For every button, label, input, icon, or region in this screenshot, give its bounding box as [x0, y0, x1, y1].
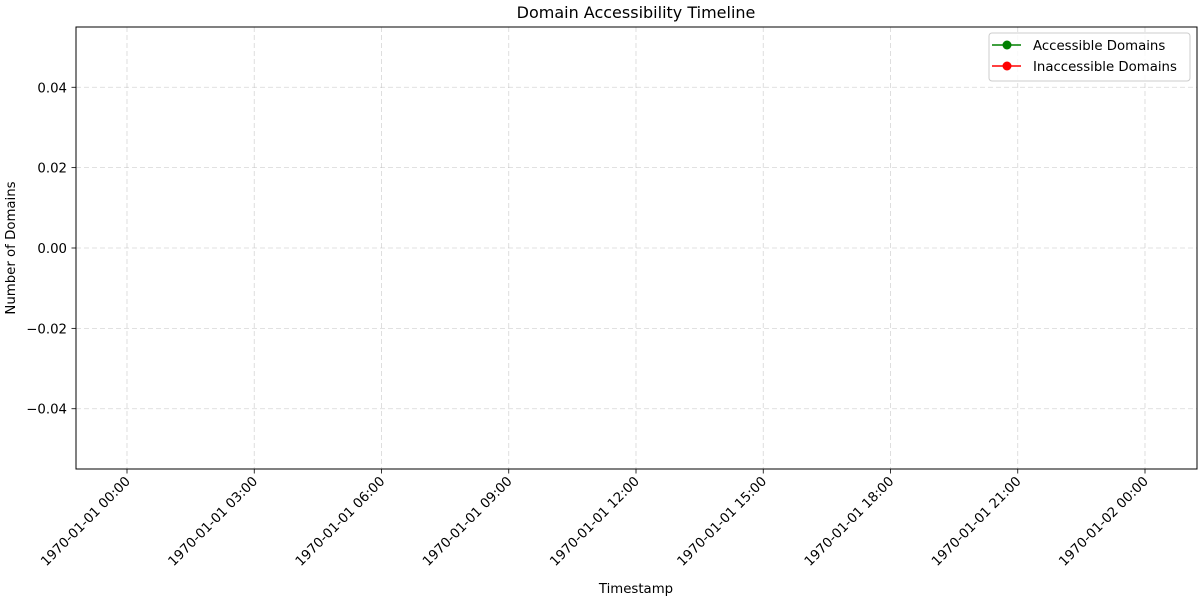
legend-marker-accessible	[1002, 40, 1012, 50]
y-tick-label: 0.00	[37, 242, 67, 257]
legend-label-accessible: Accessible Domains	[1033, 39, 1165, 54]
x-axis-label: Timestamp	[598, 582, 673, 597]
y-axis: 0.04 0.02 0.00 −0.02 −0.04	[26, 81, 76, 418]
grid-lines	[76, 27, 1197, 469]
legend-label-inaccessible: Inaccessible Domains	[1033, 60, 1177, 75]
chart-title: Domain Accessibility Timeline	[517, 3, 756, 22]
y-tick-label: 0.04	[37, 81, 67, 96]
y-tick-label: 0.02	[37, 162, 67, 177]
y-tick-label: −0.04	[26, 403, 67, 418]
legend: Accessible Domains Inaccessible Domains	[988, 32, 1191, 82]
legend-item-accessible: Accessible Domains	[992, 39, 1165, 54]
legend-item-inaccessible: Inaccessible Domains	[992, 60, 1177, 75]
legend-frame	[988, 32, 1191, 82]
legend-marker-inaccessible	[1002, 61, 1012, 71]
y-tick-label: −0.02	[26, 322, 67, 337]
y-axis-label: Number of Domains	[4, 181, 19, 314]
